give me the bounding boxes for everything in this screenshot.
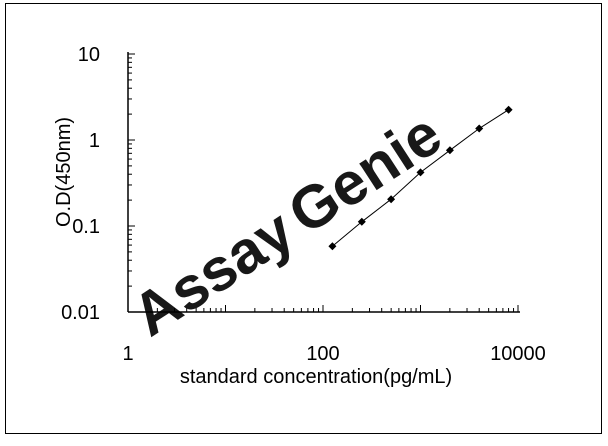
data-point [416,168,425,177]
data-series [328,105,513,251]
axis-ticks [127,53,519,313]
x-axis-title: standard concentration(pg/mL) [180,366,452,388]
data-point [328,242,337,251]
x-tick-label: 10000 [490,343,546,365]
outer-border [5,3,602,434]
tick-labels: 1 100 10000 10 1 0.1 0.01 [61,44,546,365]
y-tick-label: 0.1 [72,216,100,238]
data-point [357,217,366,226]
y-tick-label: 10 [78,44,100,66]
y-tick-label: 0.01 [61,302,100,324]
y-tick-label: 1 [89,130,100,152]
data-point [504,105,513,114]
x-tick-label: 1 [122,343,133,365]
data-point [387,195,396,204]
axes [127,52,520,313]
x-tick-label: 100 [306,343,339,365]
data-point [445,146,454,155]
y-axis-title: O.D(450nm) [53,117,75,227]
data-point [475,124,484,133]
